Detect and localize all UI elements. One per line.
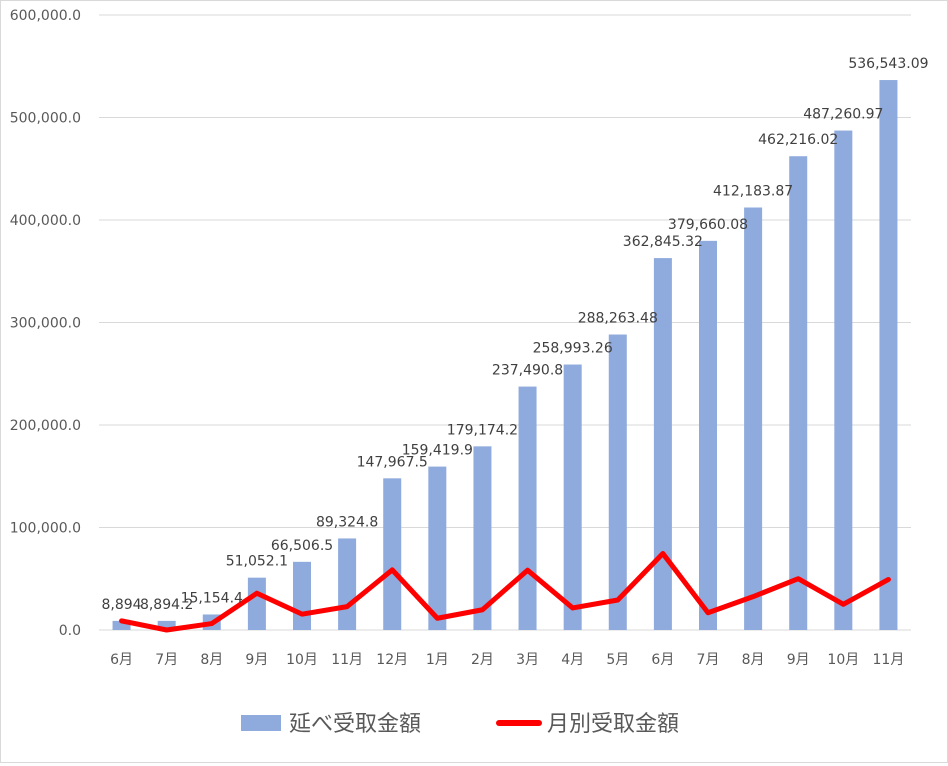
bar	[699, 241, 717, 630]
data-label: 362,845.32	[623, 234, 703, 250]
legend-swatch-bars	[241, 715, 281, 731]
x-tick-label: 11月	[331, 652, 363, 668]
data-label: 159,419.9	[402, 443, 473, 459]
bar	[338, 538, 356, 630]
x-tick-label: 9月	[245, 652, 268, 668]
bar	[428, 467, 446, 630]
data-label: 179,174.2	[447, 422, 518, 438]
x-tick-label: 6月	[110, 652, 133, 668]
x-tick-label: 3月	[516, 652, 539, 668]
x-tick-label: 9月	[787, 652, 810, 668]
x-axis-tick-labels: 6月 7月 8月 9月 10月 11月 12月 1月 2月 3月 4月 5月 6月 7月 8月 9月 10月 11…	[110, 652, 904, 668]
y-tick-label: 0.0	[59, 623, 81, 639]
bar	[383, 478, 401, 630]
data-label: 379,660.08	[668, 217, 748, 233]
bar	[834, 131, 852, 630]
x-tick-label: 6月	[651, 652, 674, 668]
y-tick-label: 200,000.0	[10, 418, 81, 434]
x-tick-label: 10月	[286, 652, 318, 668]
x-tick-label: 11月	[873, 652, 905, 668]
x-tick-label: 1月	[426, 652, 449, 668]
data-label: 288,263.48	[578, 311, 658, 327]
y-axis-tick-labels: 0.0 100,000.0 200,000.0 300,000.0 400,000.0 5…	[10, 8, 81, 639]
legend-label-line: 月別受取金額	[547, 712, 679, 737]
data-label: 487,260.97	[803, 107, 883, 123]
x-tick-label: 10月	[827, 652, 859, 668]
y-tick-label: 100,000.0	[10, 521, 81, 537]
data-label: 15,154.4	[181, 590, 243, 606]
x-tick-label: 4月	[561, 652, 584, 668]
x-tick-label: 12月	[376, 652, 408, 668]
bar	[879, 80, 897, 630]
data-label: 66,506.5	[271, 538, 333, 554]
bar	[564, 365, 582, 630]
data-label: 8,894	[102, 597, 142, 613]
x-tick-label: 8月	[742, 652, 765, 668]
bar	[519, 387, 537, 630]
y-tick-label: 400,000.0	[10, 213, 81, 229]
y-tick-label: 500,000.0	[10, 111, 81, 127]
gridlines	[99, 15, 911, 630]
y-tick-label: 300,000.0	[10, 316, 81, 332]
data-label: 51,052.1	[226, 554, 288, 570]
bar-series	[113, 80, 898, 630]
data-label: 89,324.8	[316, 514, 378, 530]
bar	[293, 562, 311, 630]
x-tick-label: 2月	[471, 652, 494, 668]
bar	[248, 578, 266, 630]
bar	[789, 156, 807, 630]
bar	[609, 335, 627, 630]
data-label: 258,993.26	[533, 341, 613, 357]
legend: 延べ受取金額 月別受取金額	[241, 712, 679, 737]
legend-label-bars: 延べ受取金額	[289, 712, 421, 737]
data-label: 237,490.8	[492, 363, 563, 379]
x-tick-label: 5月	[606, 652, 629, 668]
data-label: 536,543.09	[848, 56, 928, 72]
data-label: 412,183.87	[713, 184, 793, 200]
x-tick-label: 7月	[155, 652, 178, 668]
bar	[744, 208, 762, 630]
y-tick-label: 600,000.0	[10, 8, 81, 24]
data-label: 462,216.02	[758, 132, 838, 148]
x-tick-label: 7月	[697, 652, 720, 668]
x-tick-label: 8月	[200, 652, 223, 668]
